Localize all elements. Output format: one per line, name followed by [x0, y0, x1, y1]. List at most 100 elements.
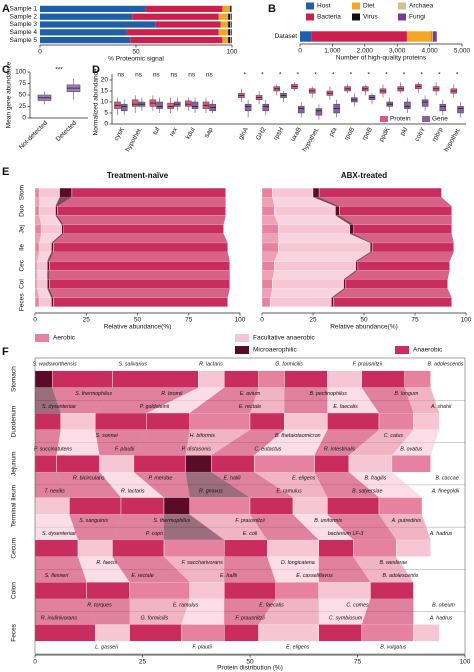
bar-segment — [220, 21, 229, 28]
flow — [56, 472, 121, 498]
x-tick-label: 25 — [309, 317, 317, 324]
panel-letter: B — [268, 3, 276, 15]
flow — [254, 472, 328, 498]
segment — [189, 412, 251, 431]
box — [191, 101, 199, 109]
panel-letter: D — [92, 64, 100, 76]
bar-segment — [230, 29, 232, 36]
y-tick-label: 50 — [19, 92, 27, 99]
species-label: C. eutactus — [255, 446, 282, 452]
x-tick-label: cobY — [413, 126, 427, 143]
x-tick-label: 50 — [132, 49, 140, 56]
x-tick-label: rpbrp — [431, 126, 445, 143]
flow — [35, 472, 70, 498]
segment — [56, 455, 100, 473]
flow — [55, 197, 72, 207]
bar-segment — [38, 242, 52, 253]
x-tick-label: rpoB — [361, 126, 374, 141]
flow — [146, 387, 225, 413]
segment — [254, 455, 315, 473]
flow — [335, 215, 354, 225]
segment — [318, 624, 362, 642]
species-label: F. plautii — [115, 446, 135, 452]
category-label: Sample 2 — [10, 13, 38, 20]
legend-label: Gene — [432, 116, 448, 123]
segment — [146, 412, 191, 431]
flow — [250, 387, 285, 413]
species-label: C. catus — [384, 433, 404, 439]
segment — [378, 412, 414, 431]
bar-segment — [274, 260, 357, 271]
bar-segment — [261, 242, 279, 253]
species-label: R. lactaris — [199, 362, 223, 368]
bar-segment — [34, 206, 40, 216]
segment — [129, 624, 182, 642]
legend-swatch — [352, 2, 360, 10]
flow — [55, 215, 64, 225]
bar-segment — [155, 21, 221, 28]
flow — [262, 252, 279, 262]
flow — [262, 270, 275, 280]
bar-segment — [312, 187, 320, 198]
bar-segment — [34, 297, 40, 308]
x-tick-label: uxaB — [290, 126, 303, 142]
x-tick-label: rex — [169, 126, 180, 138]
x-tick-label: Not-detected — [18, 119, 50, 151]
box — [457, 106, 464, 114]
legend-label: Virus — [363, 14, 378, 21]
legend-swatch — [35, 334, 49, 342]
species-label: R. inulinivorans — [41, 615, 78, 621]
bar-segment — [231, 5, 232, 13]
bar-segment — [349, 224, 355, 234]
species-label: F. plautii — [193, 645, 213, 651]
panel-letter: C — [2, 64, 10, 76]
flow — [78, 556, 130, 583]
flow — [379, 514, 431, 540]
significance: * — [350, 72, 353, 79]
box — [131, 99, 139, 107]
segment — [327, 370, 362, 388]
x-tick-label: pta — [328, 126, 339, 138]
significance: * — [438, 72, 441, 79]
flow — [39, 197, 60, 207]
legend-swatch — [422, 116, 430, 122]
x-tick-label: 50 — [134, 317, 142, 324]
legend-swatch — [352, 13, 360, 21]
row-label: Duo — [19, 205, 26, 217]
bar-segment — [228, 13, 231, 20]
segment — [396, 539, 431, 557]
bar-segment — [222, 5, 231, 13]
region-label: Feces — [11, 623, 18, 641]
species-label: E. hallii — [220, 573, 238, 579]
flow — [185, 429, 250, 456]
x-tick-label: sap — [203, 126, 214, 139]
flow — [355, 252, 373, 262]
species-label: B. wexlerae — [379, 560, 407, 566]
species-label: E. eligens — [286, 645, 310, 651]
flow — [35, 233, 42, 243]
bar-segment — [431, 31, 433, 42]
box — [439, 103, 447, 112]
bar-segment — [230, 5, 232, 13]
annotation: *** — [55, 67, 63, 74]
flow — [331, 288, 346, 298]
y-tick-label: 75 — [19, 80, 27, 87]
segment — [185, 455, 212, 473]
flow — [129, 599, 190, 625]
legend-label: Facultative anaerobic — [253, 335, 316, 342]
flow — [250, 514, 319, 540]
flow — [211, 472, 293, 498]
bar-segment — [34, 260, 38, 271]
bar-segment — [272, 279, 344, 289]
bar-segment — [230, 21, 232, 28]
legend-swatch — [398, 2, 406, 10]
segment — [77, 539, 113, 557]
flow — [35, 288, 40, 298]
box — [120, 103, 128, 112]
x-tick-label: 100 — [227, 49, 238, 56]
segment — [223, 581, 276, 600]
significance: ns — [117, 72, 125, 79]
flow — [99, 472, 164, 498]
bar-segment — [218, 13, 229, 20]
flow — [185, 472, 250, 498]
